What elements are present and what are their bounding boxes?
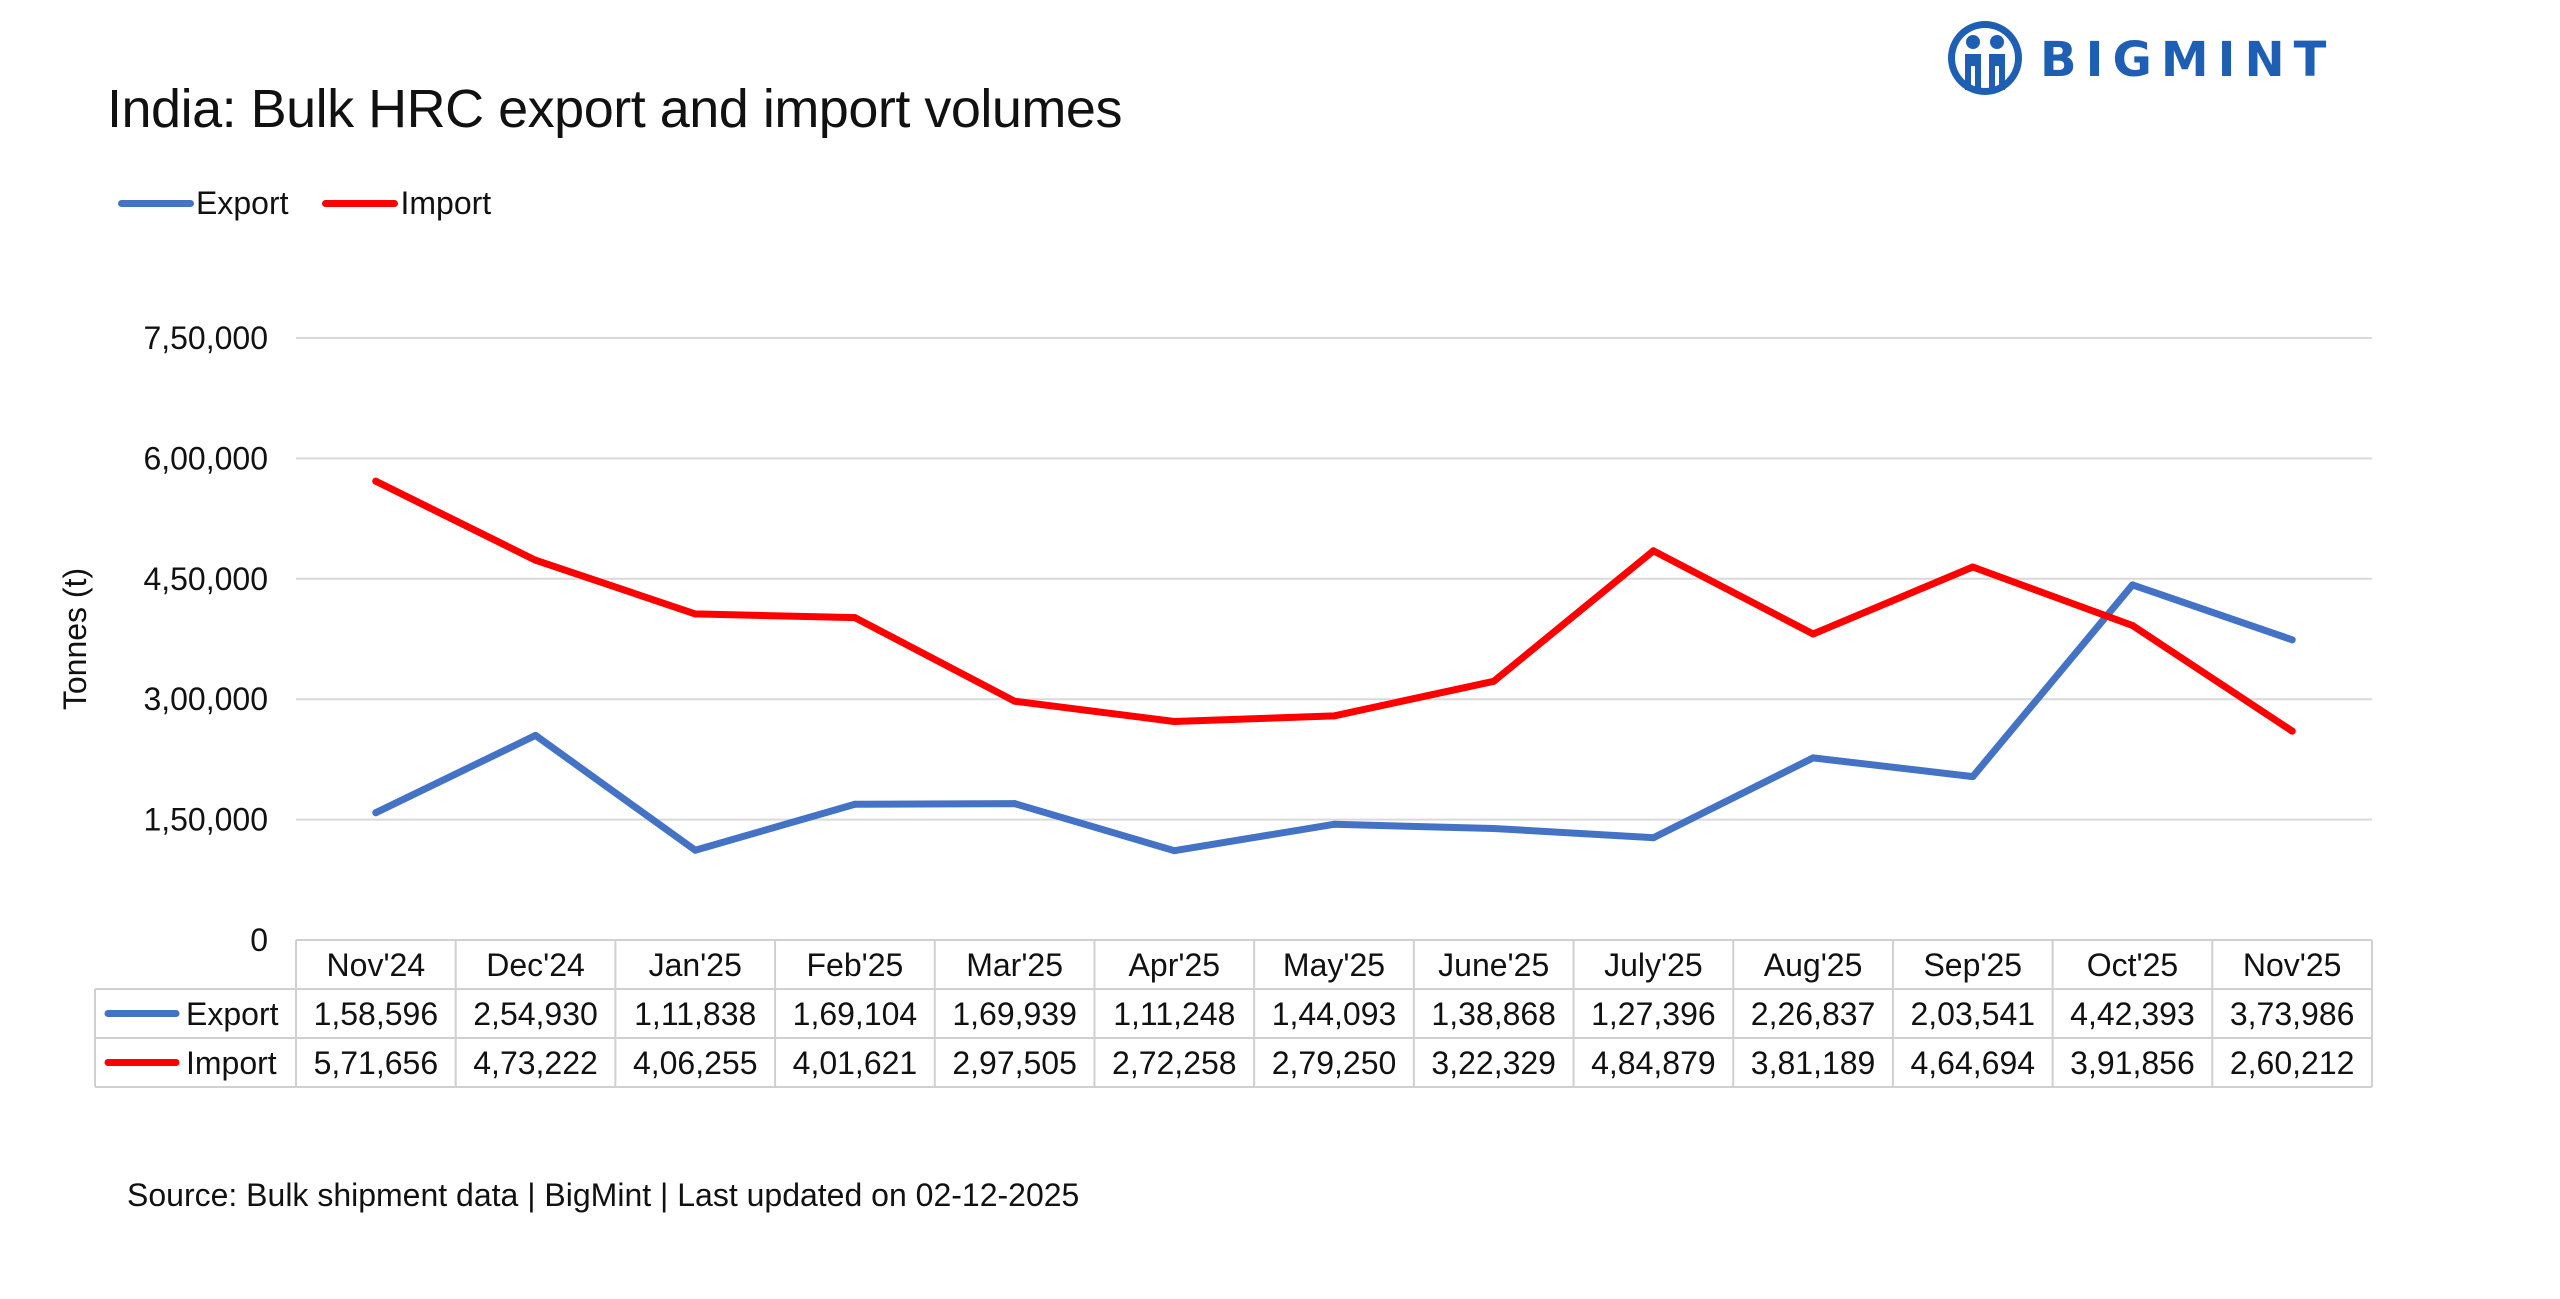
data-label-export: 1,11,838 [634, 996, 756, 1032]
legend-swatch-import [322, 200, 399, 207]
series-line-import [372, 477, 2296, 735]
table-row-label-export: Export [186, 996, 279, 1032]
data-point-export [851, 800, 859, 808]
legend-item-import: Import [322, 185, 491, 222]
data-point-import [1969, 563, 1977, 571]
data-point-export [1011, 800, 1019, 808]
x-tick-label: Oct'25 [2087, 947, 2178, 983]
data-point-export [1490, 825, 1498, 833]
source-note: Source: Bulk shipment data | BigMint | L… [127, 1177, 1080, 1213]
x-tick-label: Apr'25 [1129, 947, 1221, 983]
data-label-import: 3,91,856 [2070, 1045, 2195, 1081]
x-tick-label: June'25 [1438, 947, 1549, 983]
chart-title: India: Bulk HRC export and import volume… [107, 79, 1122, 139]
data-point-export [2128, 581, 2136, 589]
x-tick-label: Nov'24 [327, 947, 426, 983]
x-tick-label: Feb'25 [807, 947, 904, 983]
data-label-export: 1,69,104 [793, 996, 918, 1032]
data-label-import: 4,06,255 [633, 1045, 758, 1081]
data-point-export [2288, 636, 2296, 644]
data-point-import [1809, 630, 1817, 638]
data-label-import: 2,97,505 [952, 1045, 1077, 1081]
y-axis-label: Tonnes (t) [57, 568, 93, 710]
data-point-export [1809, 754, 1817, 762]
data-label-import: 4,84,879 [1591, 1045, 1716, 1081]
data-label-import: 4,73,222 [473, 1045, 598, 1081]
data-label-import: 2,72,258 [1112, 1045, 1237, 1081]
data-label-export: 1,44,093 [1272, 996, 1397, 1032]
y-tick-label: 0 [250, 922, 268, 958]
data-point-export [691, 846, 699, 854]
data-point-import [851, 614, 859, 622]
data-label-export: 2,03,541 [1910, 996, 2035, 1032]
data-label-export: 3,73,986 [2230, 996, 2355, 1032]
x-tick-label: May'25 [1283, 947, 1385, 983]
x-tick-label: Aug'25 [1764, 947, 1863, 983]
data-point-export [1330, 820, 1338, 828]
y-tick-label: 1,50,000 [143, 802, 268, 838]
x-tick-label: Nov'25 [2243, 947, 2342, 983]
data-label-import: 5,71,656 [314, 1045, 439, 1081]
legend-label-import: Import [400, 185, 492, 221]
bigmint-logo: BIGMINT [1948, 21, 2335, 95]
data-point-import [691, 610, 699, 618]
bigmint-logo-text: BIGMINT [2040, 32, 2335, 88]
data-point-import [1490, 677, 1498, 685]
y-tick-label: 3,00,000 [143, 681, 268, 717]
data-point-export [1649, 834, 1657, 842]
data-label-import: 2,79,250 [1272, 1045, 1397, 1081]
x-tick-label: Sep'25 [1923, 947, 2022, 983]
x-tick-label: Mar'25 [966, 947, 1063, 983]
data-point-export [532, 731, 540, 739]
data-point-import [1330, 712, 1338, 720]
data-point-import [1649, 547, 1657, 555]
data-point-import [2288, 727, 2296, 735]
data-label-import: 3,22,329 [1431, 1045, 1556, 1081]
data-label-import: 3,81,189 [1751, 1045, 1876, 1081]
data-point-import [1170, 717, 1178, 725]
data-label-export: 2,26,837 [1751, 996, 1876, 1032]
y-tick-label: 7,50,000 [143, 320, 268, 356]
data-label-export: 1,58,596 [314, 996, 439, 1032]
data-label-import: 4,64,694 [1910, 1045, 2035, 1081]
data-label-export: 1,38,868 [1431, 996, 1556, 1032]
data-point-import [1011, 697, 1019, 705]
legend-item-export: Export [118, 185, 288, 222]
data-label-export: 4,42,393 [2070, 996, 2195, 1032]
line-chart: 0 1,50,000 3,00,000 4,50,000 6,00,000 7,50,00… [57, 320, 2373, 1088]
data-label-export: 1,11,248 [1113, 996, 1235, 1032]
data-label-export: 1,27,396 [1591, 996, 1716, 1032]
x-tick-label: Dec'24 [486, 947, 585, 983]
data-point-import [532, 556, 540, 564]
data-label-import: 2,60,212 [2230, 1045, 2355, 1081]
x-tick-label: Jan'25 [649, 947, 742, 983]
bigmint-logo-icon [1948, 21, 2022, 95]
data-label-export: 2,54,930 [473, 996, 598, 1032]
legend-label-export: Export [196, 185, 289, 221]
data-point-export [372, 809, 380, 817]
data-point-import [372, 477, 380, 485]
chart-legend: Export Import [118, 185, 525, 222]
data-label-export: 1,69,939 [952, 996, 1077, 1032]
table-row-label-import: Import [186, 1045, 277, 1081]
data-label-import: 4,01,621 [793, 1045, 918, 1081]
data-point-export [1969, 773, 1977, 781]
x-tick-label: July'25 [1604, 947, 1703, 983]
data-point-import [2128, 621, 2136, 629]
data-point-export [1170, 847, 1178, 855]
y-tick-label: 6,00,000 [143, 440, 268, 476]
legend-swatch-export [118, 200, 194, 207]
y-tick-label: 4,50,000 [143, 561, 268, 597]
